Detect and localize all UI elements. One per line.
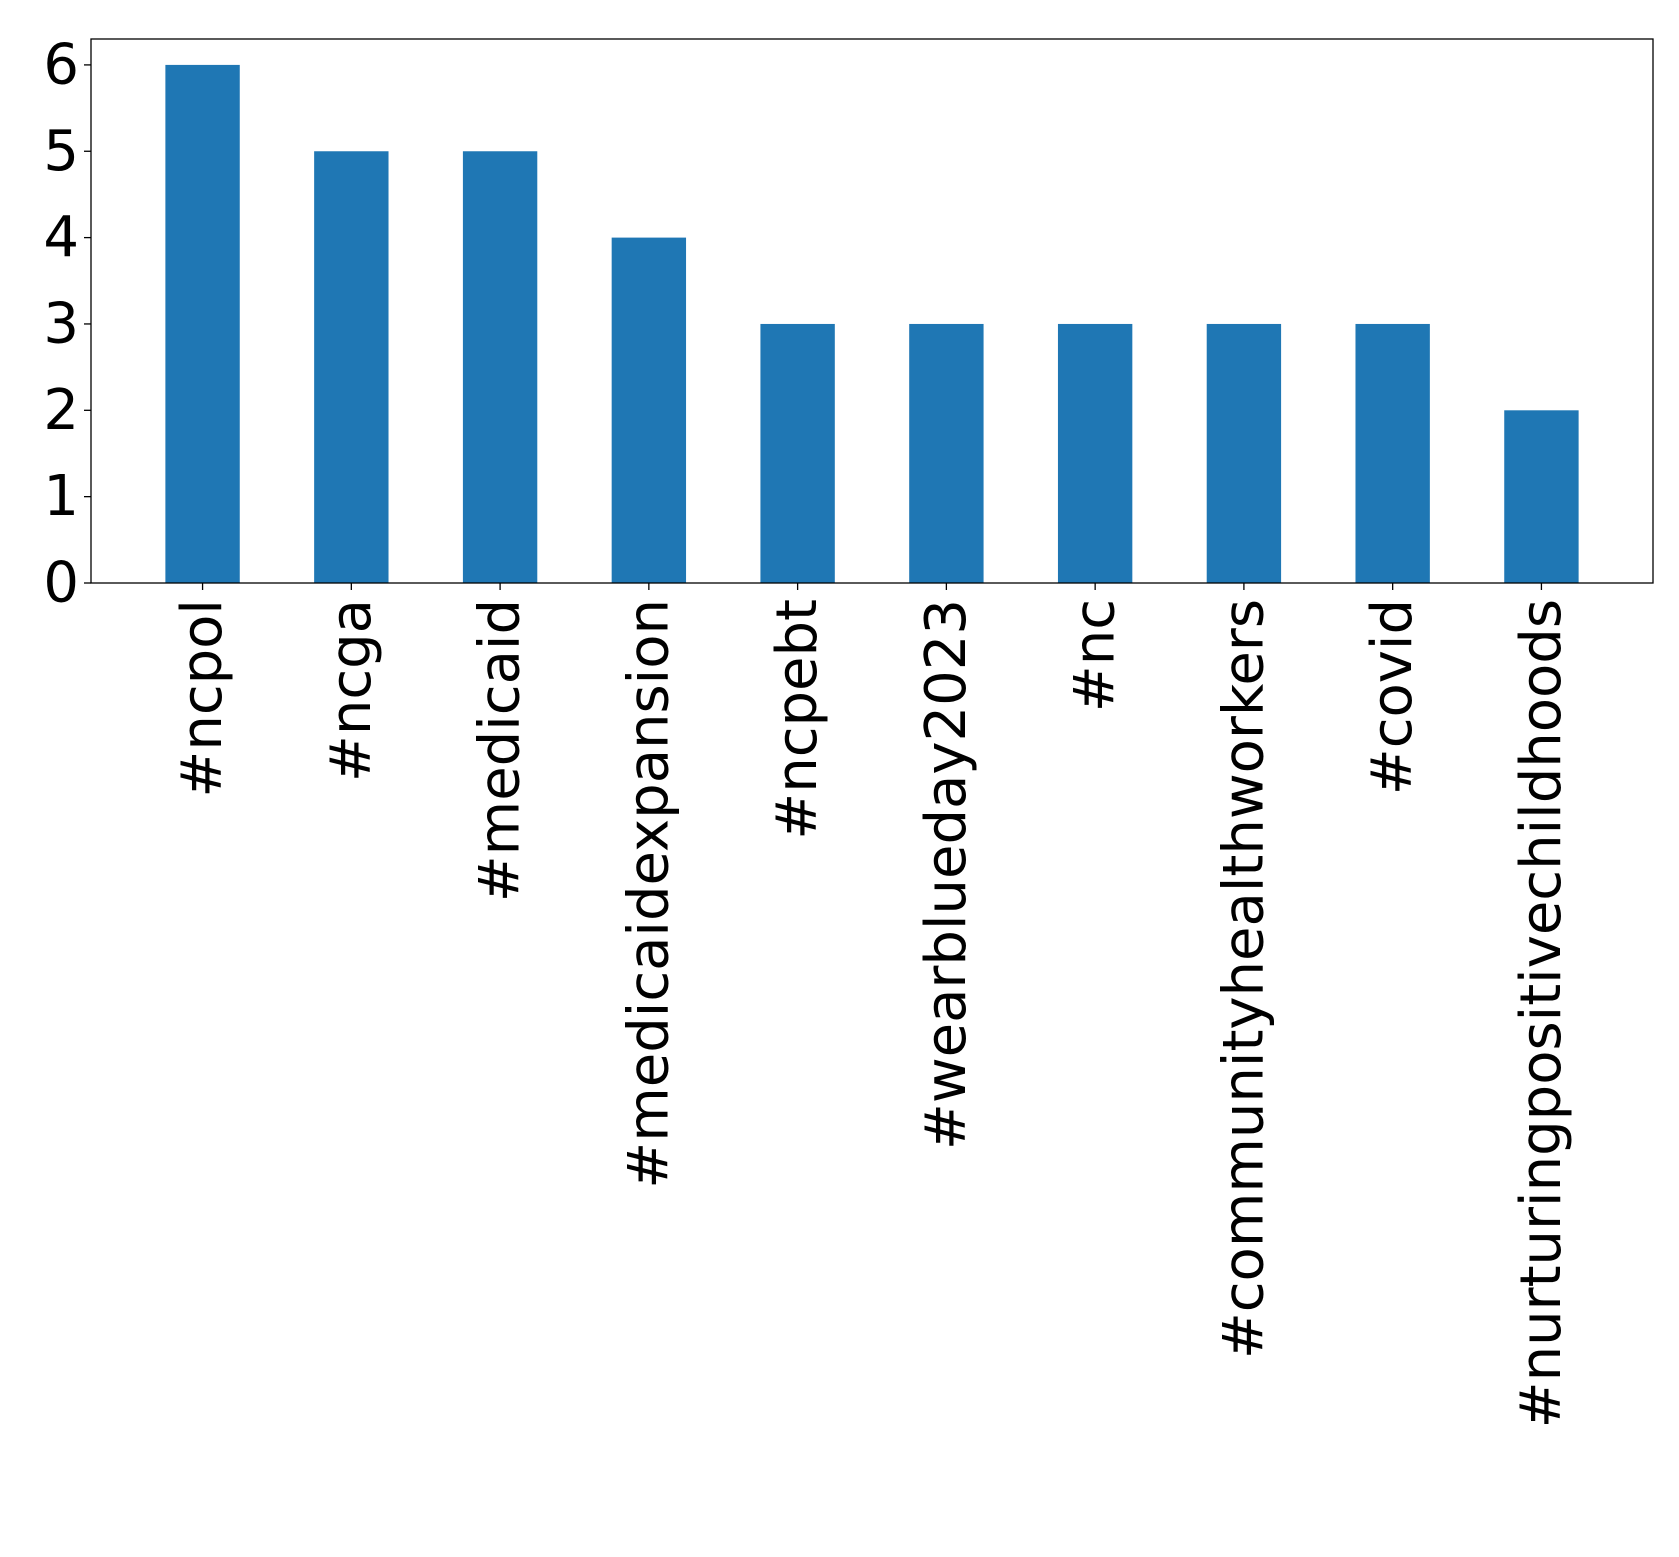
- bar-covid: [1355, 323, 1430, 583]
- bar-ncpebt: [760, 323, 835, 583]
- y-tick-label: 4: [43, 205, 79, 270]
- y-tick-label: 0: [43, 551, 79, 616]
- x-tick-label: #medicaid: [468, 599, 533, 902]
- x-tick-label: #nurturingpositivechildhoods: [1509, 599, 1574, 1428]
- bars-layer: [165, 64, 1579, 583]
- bar-ncpol: [165, 64, 240, 583]
- bar-wearblueday2023: [909, 323, 984, 583]
- x-tick-label: #communityhealthworkers: [1211, 599, 1276, 1359]
- y-tick-label: 6: [43, 32, 79, 97]
- bar-medicaidexpansion: [611, 237, 687, 583]
- x-tick-label: #medicaidexpansion: [616, 599, 681, 1189]
- x-tick-label: #ncpol: [170, 599, 235, 798]
- x-tick-label: #ncga: [319, 599, 384, 782]
- bar-communityhealthworkers: [1206, 323, 1282, 583]
- plot-frame: [90, 38, 1654, 584]
- x-tick-label: #covid: [1360, 599, 1425, 795]
- y-tick-label: 1: [43, 464, 79, 529]
- x-tick-label: #nc: [1063, 599, 1128, 712]
- x-tick-label: #ncpebt: [765, 599, 830, 840]
- bar-medicaid: [462, 151, 538, 583]
- bar-ncga: [314, 151, 389, 583]
- y-tick-label: 3: [43, 291, 79, 356]
- x-tick-label: #wearblueday2023: [914, 599, 979, 1150]
- bar-nurturingpositivechildhoods: [1504, 410, 1579, 583]
- y-tick-label: 5: [43, 119, 79, 184]
- x-axis: #ncpol #ncga #medicaid #medicaidexpansion #n…: [170, 583, 1574, 1428]
- y-tick-label: 2: [43, 378, 79, 443]
- y-axis: 0 1 2 3 4 5 6: [43, 32, 91, 616]
- bar-nc: [1057, 323, 1133, 583]
